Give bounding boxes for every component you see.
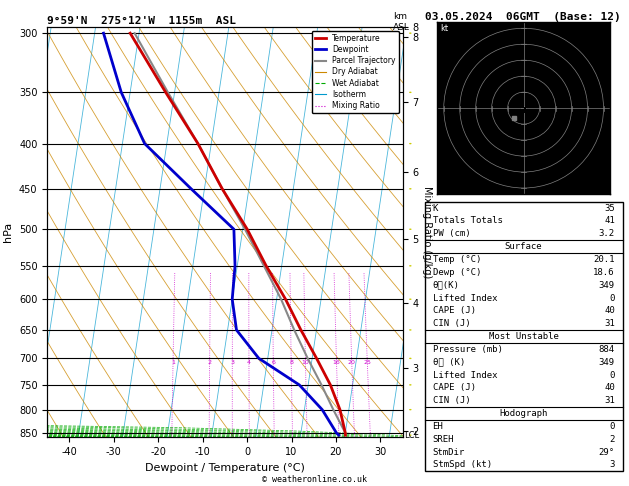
Legend: Temperature, Dewpoint, Parcel Trajectory, Dry Adiabat, Wet Adiabat, Isotherm, Mi: Temperature, Dewpoint, Parcel Trajectory…	[311, 31, 399, 113]
Text: km
ASL: km ASL	[393, 12, 410, 32]
Text: EH: EH	[433, 422, 443, 431]
Text: Totals Totals: Totals Totals	[433, 216, 503, 226]
Text: © weatheronline.co.uk: © weatheronline.co.uk	[262, 474, 367, 484]
Text: 18.6: 18.6	[593, 268, 615, 277]
Text: 0: 0	[610, 371, 615, 380]
Text: 41: 41	[604, 216, 615, 226]
Text: 40: 40	[604, 306, 615, 315]
Text: 20: 20	[348, 360, 355, 364]
Text: 40: 40	[604, 383, 615, 392]
Text: 31: 31	[604, 319, 615, 328]
Text: Temp (°C): Temp (°C)	[433, 255, 481, 264]
Text: 6: 6	[271, 360, 276, 364]
Text: Lifted Index: Lifted Index	[433, 294, 497, 302]
Text: kt: kt	[440, 24, 448, 34]
Text: CIN (J): CIN (J)	[433, 319, 470, 328]
Text: Hodograph: Hodograph	[499, 409, 548, 418]
Y-axis label: Mixing Ratio (g/kg): Mixing Ratio (g/kg)	[423, 186, 432, 278]
Text: 03.05.2024  06GMT  (Base: 12): 03.05.2024 06GMT (Base: 12)	[425, 12, 620, 22]
Text: 10: 10	[301, 360, 309, 364]
Text: 29°: 29°	[599, 448, 615, 457]
Text: 8: 8	[289, 360, 293, 364]
Text: Lifted Index: Lifted Index	[433, 371, 497, 380]
Text: 0: 0	[610, 422, 615, 431]
Text: CAPE (J): CAPE (J)	[433, 306, 476, 315]
Text: Pressure (mb): Pressure (mb)	[433, 345, 503, 354]
Text: 9°59'N  275°12'W  1155m  ASL: 9°59'N 275°12'W 1155m ASL	[47, 16, 236, 26]
Text: 3: 3	[230, 360, 234, 364]
Text: Dewp (°C): Dewp (°C)	[433, 268, 481, 277]
Text: Most Unstable: Most Unstable	[489, 332, 559, 341]
Text: Surface: Surface	[505, 242, 542, 251]
Text: 31: 31	[604, 396, 615, 405]
Text: 349: 349	[599, 358, 615, 367]
Text: 20.1: 20.1	[593, 255, 615, 264]
Text: 2: 2	[610, 435, 615, 444]
Text: 2: 2	[208, 360, 211, 364]
Text: 3: 3	[610, 461, 615, 469]
Text: PW (cm): PW (cm)	[433, 229, 470, 238]
Text: θᴇ(K): θᴇ(K)	[433, 281, 459, 290]
Text: CAPE (J): CAPE (J)	[433, 383, 476, 392]
Text: LCL: LCL	[404, 431, 420, 440]
Text: 16: 16	[333, 360, 340, 364]
Text: θᴇ (K): θᴇ (K)	[433, 358, 465, 367]
Text: 25: 25	[364, 360, 371, 364]
Text: 1: 1	[171, 360, 175, 364]
Text: K: K	[433, 204, 438, 212]
Text: 349: 349	[599, 281, 615, 290]
Text: StmSpd (kt): StmSpd (kt)	[433, 461, 492, 469]
Text: 4: 4	[247, 360, 251, 364]
Text: 3.2: 3.2	[599, 229, 615, 238]
Text: 884: 884	[599, 345, 615, 354]
Text: SREH: SREH	[433, 435, 454, 444]
Text: CIN (J): CIN (J)	[433, 396, 470, 405]
Text: 35: 35	[604, 204, 615, 212]
X-axis label: Dewpoint / Temperature (°C): Dewpoint / Temperature (°C)	[145, 463, 305, 473]
Y-axis label: hPa: hPa	[3, 222, 13, 242]
Text: 0: 0	[610, 294, 615, 302]
Text: StmDir: StmDir	[433, 448, 465, 457]
